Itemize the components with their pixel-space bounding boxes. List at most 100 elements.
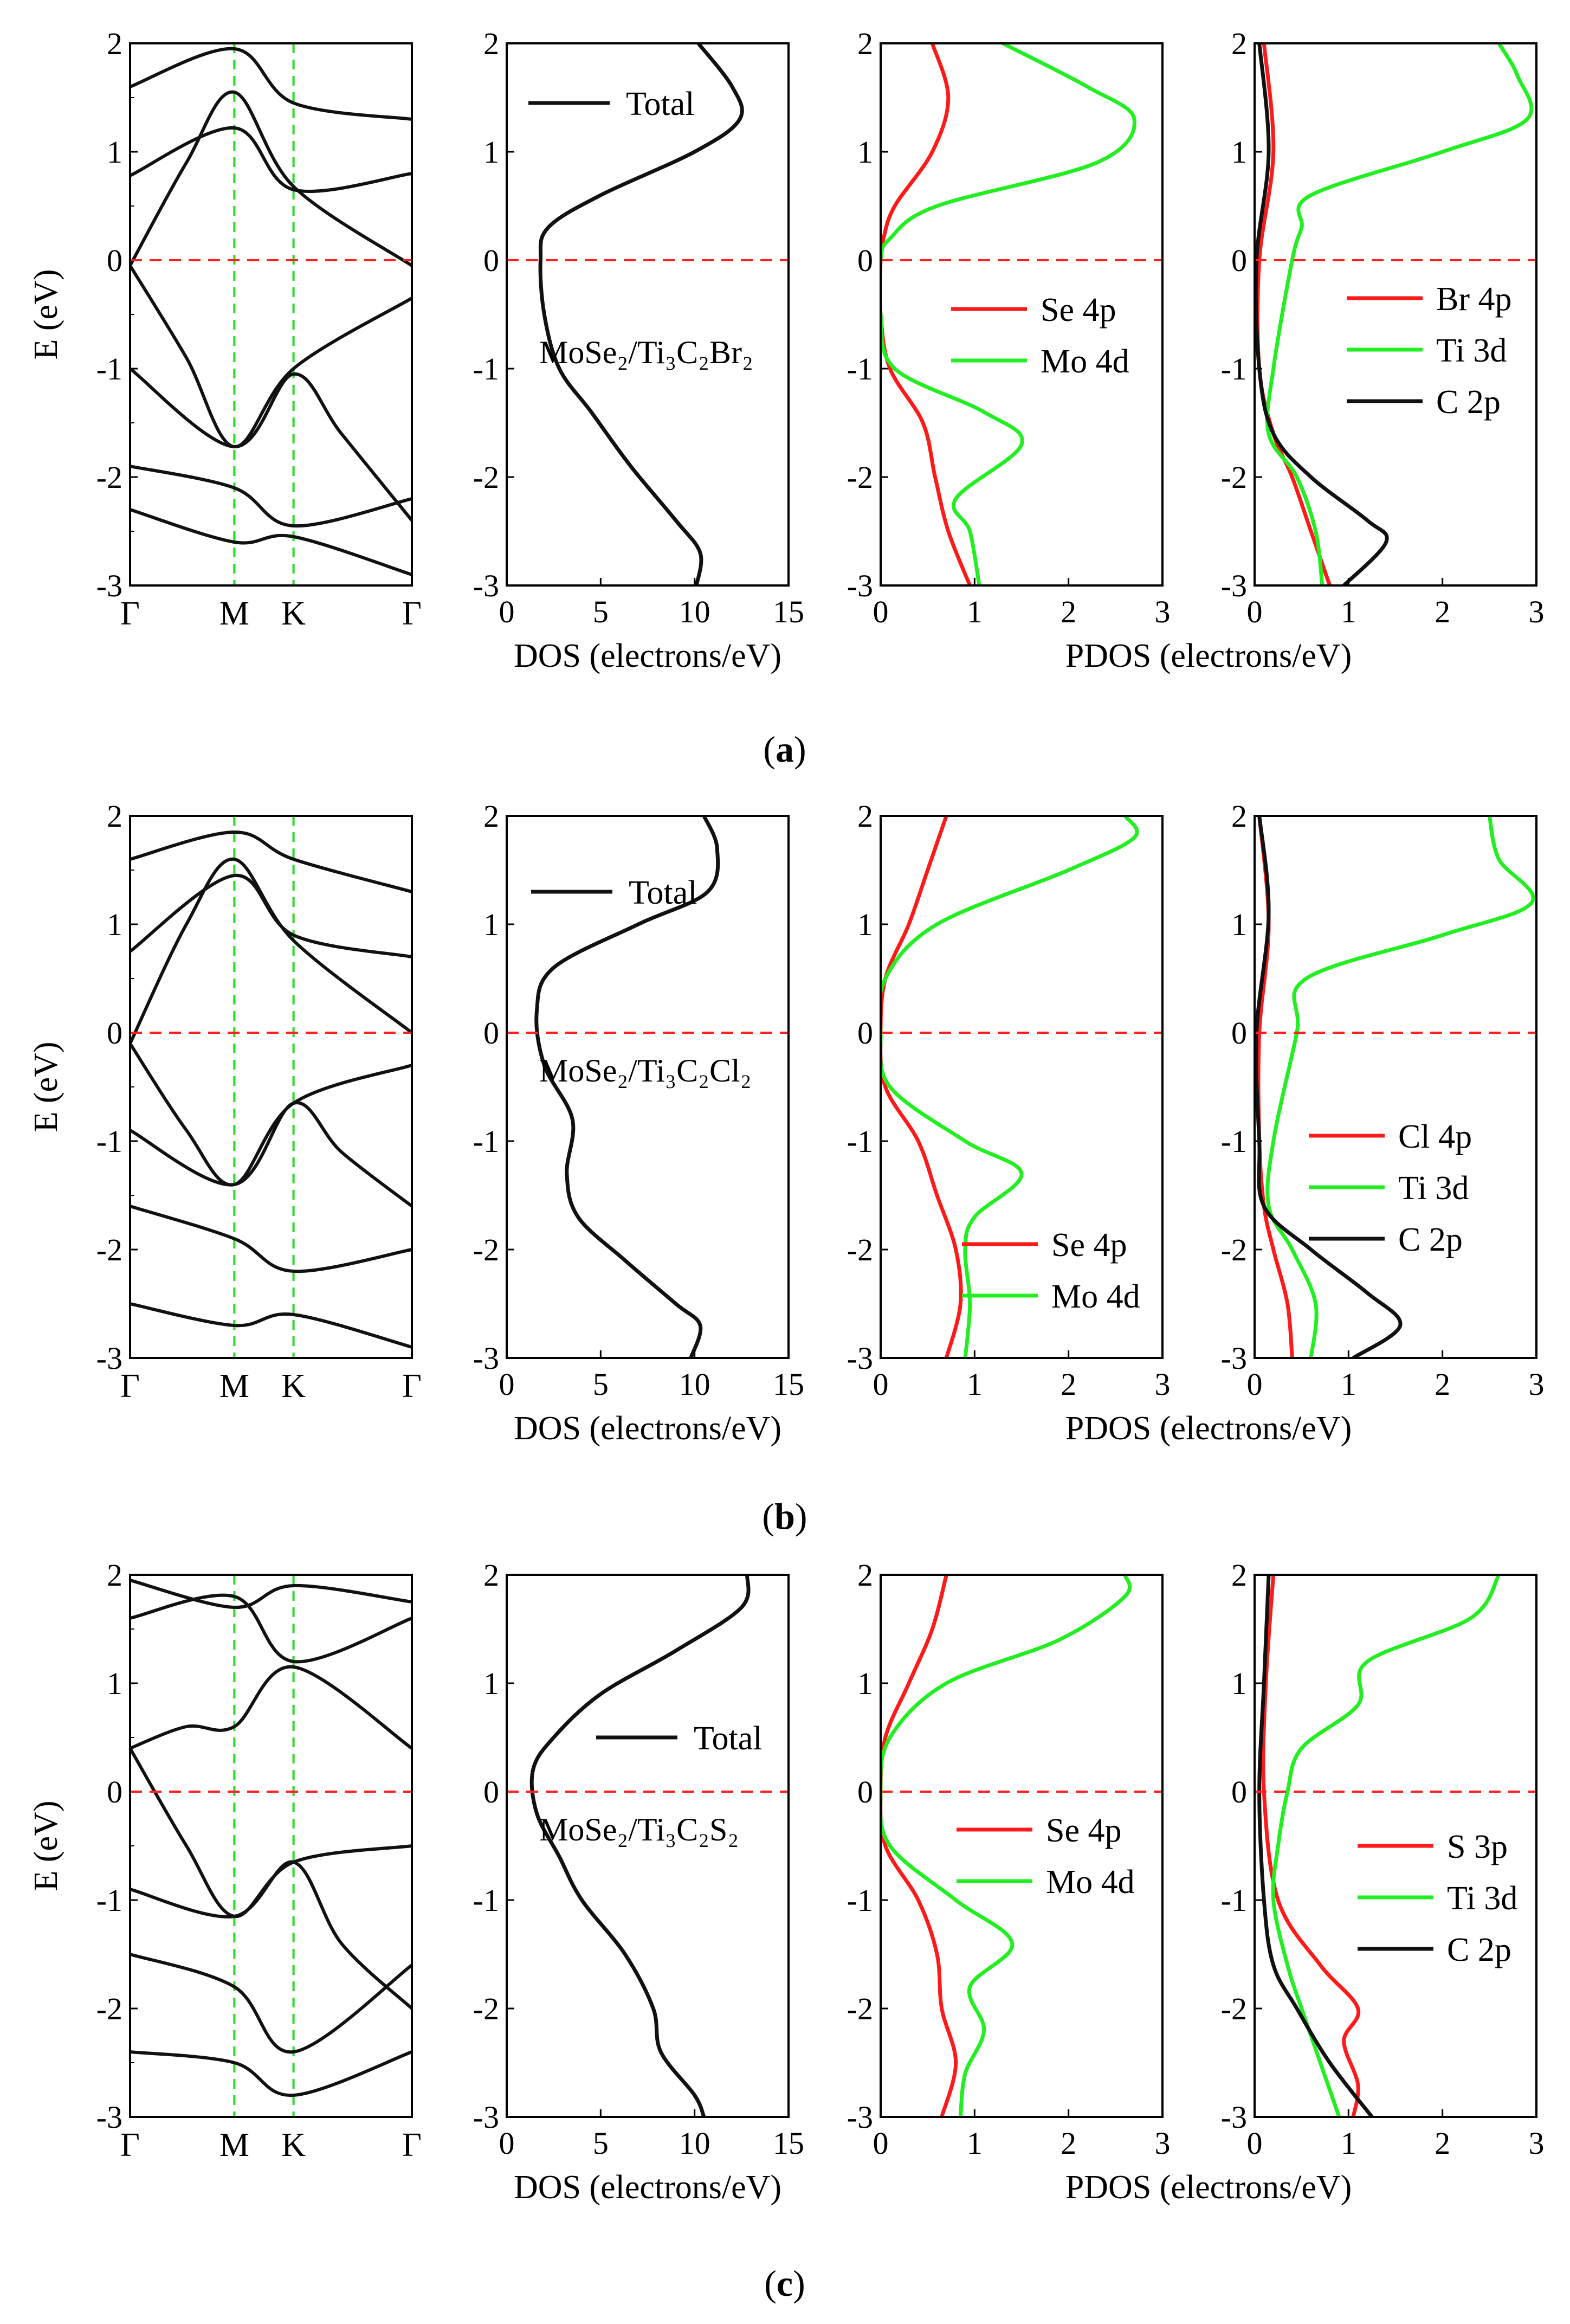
kpoint-label: M [219,595,249,632]
subplot-1: -3 -2 -1 0 1 2 0 5 10 15 DOS (electrons/eV) Total Mo… [473,26,804,674]
x-tick-label: 1 [967,594,983,629]
y-tick-label: 2 [1231,1557,1247,1593]
legend-label-ti-3d: Ti 3d [1436,332,1507,369]
curve-c-2p [1255,43,1389,585]
band-line [130,1101,412,1208]
panel-caption: (b) [762,1496,807,1537]
subplot-3: -3 -2 -1 0 1 2 0 1 2 3 Cl 4p Ti 3d C 2p [1221,799,1545,1402]
y-tick-label: -2 [473,460,499,495]
kpoint-label: M [219,2127,249,2164]
x-tick-label: 3 [1155,2126,1171,2161]
curve-ti-3d [1271,1575,1501,2117]
y-tick-label: -2 [473,1991,499,2026]
y-tick-label: 1 [857,907,873,942]
band-line [130,2050,412,2097]
legend-label-mo-4d: Mo 4d [1046,1864,1135,1901]
kpoint-label: K [281,2127,306,2164]
y-tick-label: -1 [1221,351,1247,387]
x-tick-label: 0 [1247,2126,1263,2161]
legend-label-br-4p: Br 4p [1436,281,1512,318]
subplot-0: -3 -2 -1 0 1 2 Γ M K Γ E (eV) [28,1557,422,2164]
y-tick-label: -2 [847,1991,873,2026]
kpoint-label: Γ [402,2127,422,2164]
y-tick-label: 1 [1231,1666,1247,1701]
x-tick-label: 3 [1529,1367,1545,1402]
y-tick-label: 1 [107,134,122,170]
y-tick-label: -2 [1221,1232,1247,1267]
x-tick-label: 10 [679,2126,710,2161]
curve-total [534,816,720,1358]
subplot-1: -3 -2 -1 0 1 2 0 5 10 15 DOS (electrons/eV) Total Mo… [473,1557,804,2206]
band-line [130,1665,412,1750]
y-tick-label: -2 [473,1232,499,1267]
legend-label-total: Total [694,1720,763,1757]
legend-label-c-2p: C 2p [1436,384,1501,421]
band-line [130,1579,412,1610]
x-tick-label: 5 [593,594,609,629]
legend-label-ti-3d: Ti 3d [1447,1880,1517,1917]
curve-c-2p [1257,1575,1374,2117]
y-axis-label: E (eV) [28,1042,64,1132]
band-line [130,1302,412,1349]
y-tick-label: 2 [1231,26,1247,61]
plot-area [534,816,720,1358]
x-tick-label: 0 [873,1367,889,1402]
y-tick-label: -3 [96,1341,122,1376]
x-tick-label: 10 [679,1367,710,1402]
band-line [130,367,412,522]
curve-se-4p [881,1575,958,2117]
y-tick-label: -1 [96,351,122,387]
band-line [130,1205,412,1273]
axes-frame [129,1574,413,2118]
curve-ti-3d [1265,43,1534,585]
y-tick-label: 0 [1231,1015,1247,1051]
kpoint-label: Γ [402,1368,422,1405]
system-label: MoSe₂/Ti₃C₂Br₂ [539,334,753,370]
x-tick-label: 15 [773,594,804,629]
subplot-1: -3 -2 -1 0 1 2 0 5 10 15 DOS (electrons/eV) Total Mo… [473,799,804,1447]
x-tick-label: 10 [679,594,710,629]
y-tick-label: 2 [483,799,499,834]
y-tick-label: -3 [96,568,122,603]
y-tick-label: 2 [483,26,499,61]
curve-total [538,43,744,585]
curve-mo-4d [881,1575,1132,2117]
curve-se-4p [881,43,972,585]
panel-caption-letter: c [777,2263,793,2304]
plot-area [1257,1575,1501,2117]
y-tick-label: 0 [107,243,122,278]
kpoint-label: Γ [120,595,140,632]
y-tick-label: 2 [857,1557,873,1593]
y-tick-label: 0 [483,1015,499,1051]
subplot-2: -3 -2 -1 0 1 2 0 1 2 3 PDOS (electrons/eV) Se 4p Mo … [847,799,1352,1447]
panel-caption-letter: a [776,729,794,770]
y-tick-label: -1 [473,351,499,387]
y-tick-label: 0 [107,1015,122,1051]
subplot-2: -3 -2 -1 0 1 2 0 1 2 3 PDOS (electrons/eV) Se 4p Mo … [847,26,1352,674]
y-tick-label: -2 [96,460,122,495]
band-line [130,1860,412,2010]
curve-mo-4d [881,816,1139,1358]
axes-frame [880,815,1164,1359]
axes-frame [1254,42,1537,587]
legend-label-c-2p: C 2p [1398,1221,1463,1258]
x-tick-label: 0 [1247,594,1263,629]
x-tick-label: 3 [1155,1367,1171,1402]
y-tick-label: 0 [483,243,499,278]
pdos-x-axis-label: PDOS (electrons/eV) [1065,2169,1352,2206]
x-tick-label: 3 [1155,594,1171,629]
pdos-x-axis-label: PDOS (electrons/eV) [1065,1410,1352,1447]
y-axis-label: E (eV) [28,269,64,360]
legend-label-mo-4d: Mo 4d [1051,1278,1140,1315]
plot-area [881,816,1139,1358]
legend-label-se-4p: Se 4p [1051,1227,1127,1264]
y-tick-label: 2 [107,799,122,834]
band-line [130,90,412,267]
y-tick-label: -1 [96,1124,122,1159]
dos-x-axis-label: DOS (electrons/eV) [514,2169,781,2206]
y-tick-label: -3 [96,2100,122,2135]
band-line [130,265,412,448]
system-label: MoSe₂/Ti₃C₂Cl₂ [539,1053,752,1089]
